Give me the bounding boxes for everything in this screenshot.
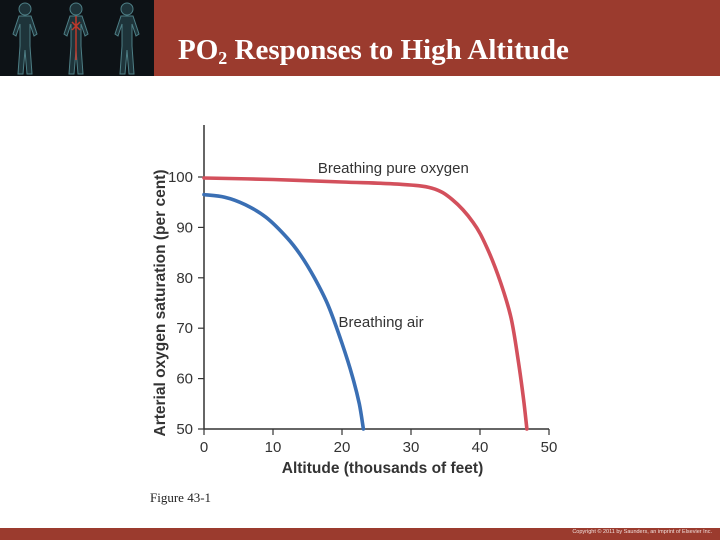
series-line-air: [202, 192, 366, 431]
title-main: PO: [178, 34, 219, 66]
title-subscript: 2: [218, 48, 228, 68]
human-figure-icon: [114, 2, 140, 75]
x-tick-label: 30: [403, 439, 420, 456]
human-figure-icon: [12, 2, 38, 75]
slide-header: PO2 Responses to High Altitude: [0, 0, 720, 76]
x-tick-label: 20: [334, 439, 351, 456]
series-line-pure-oxygen: [202, 176, 529, 431]
title-rest: Responses to High Altitude: [227, 34, 569, 66]
x-axis-title: Altitude (thousands of feet): [282, 460, 484, 477]
x-tick-label: 10: [265, 439, 282, 456]
series-label-air: Breathing air: [339, 314, 424, 331]
x-tick-label: 0: [200, 439, 208, 456]
series-label-pure-oxygen: Breathing pure oxygen: [318, 160, 469, 177]
human-figure-icon: [63, 2, 89, 75]
x-tick-label: 40: [472, 439, 489, 456]
y-tick-label: 60: [176, 371, 193, 388]
y-tick-label: 80: [176, 270, 193, 287]
y-axis-title: Arterial oxygen saturation (per cent): [152, 169, 169, 436]
anatomy-figures-image: [0, 0, 154, 76]
copyright-text: Copyright © 2011 by Saunders, an imprint…: [572, 529, 712, 535]
figure-caption: Figure 43-1: [150, 490, 212, 505]
y-tick-label: 100: [168, 169, 193, 186]
y-tick-label: 90: [176, 219, 193, 236]
y-tick-label: 50: [176, 421, 193, 438]
chart-container: 50 60 70 80 90 100 0 10 20 30 40 50 Altitude (thousa…: [145, 125, 559, 483]
y-tick-label: 70: [176, 320, 193, 337]
slide-title: PO2 Responses to High Altitude: [178, 34, 678, 68]
altitude-saturation-chart: 50 60 70 80 90 100 0 10 20 30 40 50 Altitude (thousa…: [152, 125, 558, 477]
x-tick-label: 50: [541, 439, 558, 456]
slide-footer: Copyright © 2011 by Saunders, an imprint…: [0, 528, 720, 540]
